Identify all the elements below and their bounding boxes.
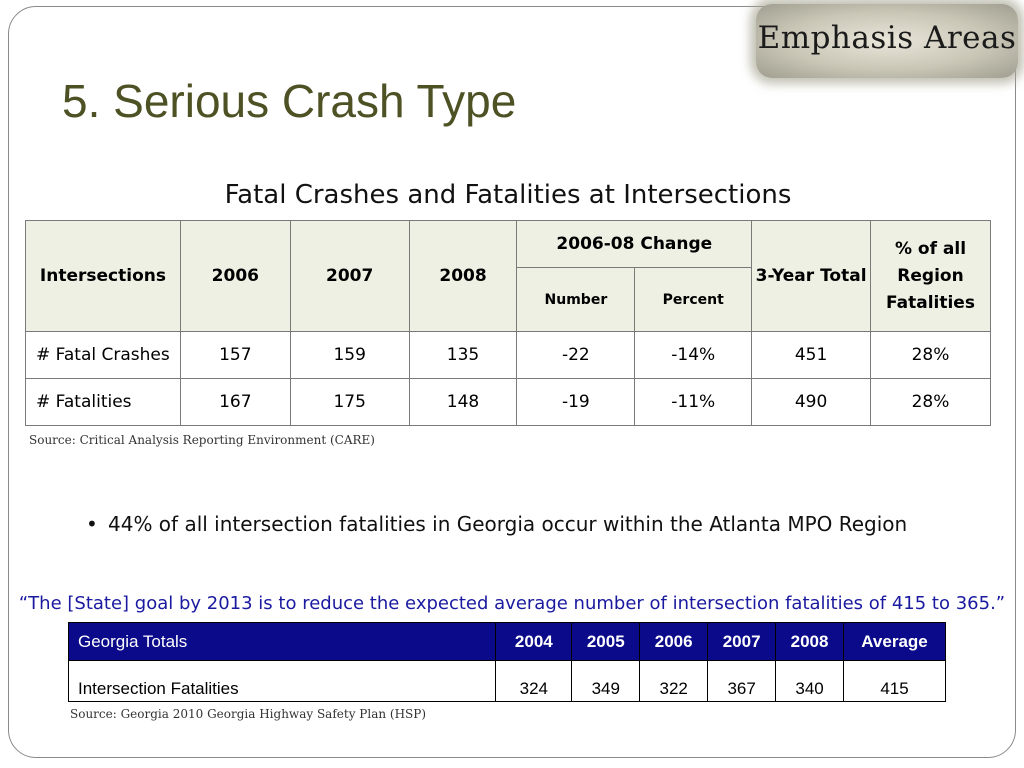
cell-2007: 175 [289, 378, 410, 426]
totals-header-2005: 2005 [571, 622, 641, 661]
totals-header-2004: 2004 [495, 622, 573, 661]
table-row: # Fatal Crashes 157 159 135 -22 -14% 451… [25, 331, 991, 379]
header-pct-region: % of all Region Fatalities [870, 220, 991, 332]
badge-text: Emphasis Areas [757, 20, 1017, 56]
totals-cell-average: 415 [843, 660, 946, 702]
table-title: Fatal Crashes and Fatalities at Intersec… [224, 180, 792, 210]
cell-pct-region: 28% [870, 378, 991, 426]
totals-cell-2006: 322 [639, 660, 709, 702]
row-label: # Fatalities [25, 378, 181, 426]
header-2008: 2008 [408, 220, 518, 332]
totals-header-row: Georgia Totals 2004 2005 2006 2007 2008 … [67, 622, 946, 661]
totals-cell-2008: 340 [775, 660, 845, 702]
table-row: # Fatalities 167 175 148 -19 -11% 490 28… [25, 378, 991, 426]
bullet-point: • 44% of all intersection fatalities in G… [86, 512, 907, 536]
header-3-year-total: 3-Year Total [751, 220, 871, 332]
emphasis-badge: Emphasis Areas [756, 4, 1018, 78]
source-note-hsp: Source: Georgia 2010 Georgia Highway Saf… [70, 707, 427, 721]
cell-2008: 135 [408, 331, 518, 379]
cell-2006: 157 [179, 331, 291, 379]
goal-quote: “The [State] goal by 2013 is to reduce t… [18, 593, 1006, 614]
page-title: 5. Serious Crash Type [62, 75, 517, 127]
header-intersections: Intersections [25, 220, 181, 332]
cell-2008: 148 [408, 378, 518, 426]
totals-header-2006: 2006 [639, 622, 709, 661]
header-percent: Percent [634, 267, 753, 332]
table-row: Intersection Fatalities 324 349 322 367 … [67, 660, 946, 702]
totals-header-average: Average [843, 622, 946, 661]
totals-row-label: Intersection Fatalities [67, 660, 497, 702]
cell-2007: 159 [289, 331, 410, 379]
cell-2006: 167 [179, 378, 291, 426]
totals-header-2007: 2007 [707, 622, 777, 661]
row-label: # Fatal Crashes [25, 331, 181, 379]
bullet-icon: • [86, 512, 98, 536]
totals-header-label: Georgia Totals [67, 622, 497, 661]
intersection-crash-table: Intersections 2006 2007 2008 2006-08 Cha… [25, 220, 991, 426]
totals-header-2008: 2008 [775, 622, 845, 661]
cell-percent: -11% [634, 378, 753, 426]
cell-pct-region: 28% [870, 331, 991, 379]
georgia-totals-table: Georgia Totals 2004 2005 2006 2007 2008 … [67, 622, 946, 702]
totals-cell-2004: 324 [495, 660, 573, 702]
cell-number: -19 [516, 378, 636, 426]
totals-cell-2005: 349 [571, 660, 641, 702]
cell-3-year-total: 451 [751, 331, 871, 379]
cell-number: -22 [516, 331, 636, 379]
header-2006: 2006 [179, 220, 291, 332]
cell-3-year-total: 490 [751, 378, 871, 426]
header-change: 2006-08 Change [516, 220, 753, 268]
header-2007: 2007 [289, 220, 410, 332]
bullet-text: 44% of all intersection fatalities in Ge… [108, 512, 908, 536]
cell-percent: -14% [634, 331, 753, 379]
totals-cell-2007: 367 [707, 660, 777, 702]
source-note-care: Source: Critical Analysis Reporting Envi… [29, 433, 375, 447]
header-number: Number [516, 267, 636, 332]
